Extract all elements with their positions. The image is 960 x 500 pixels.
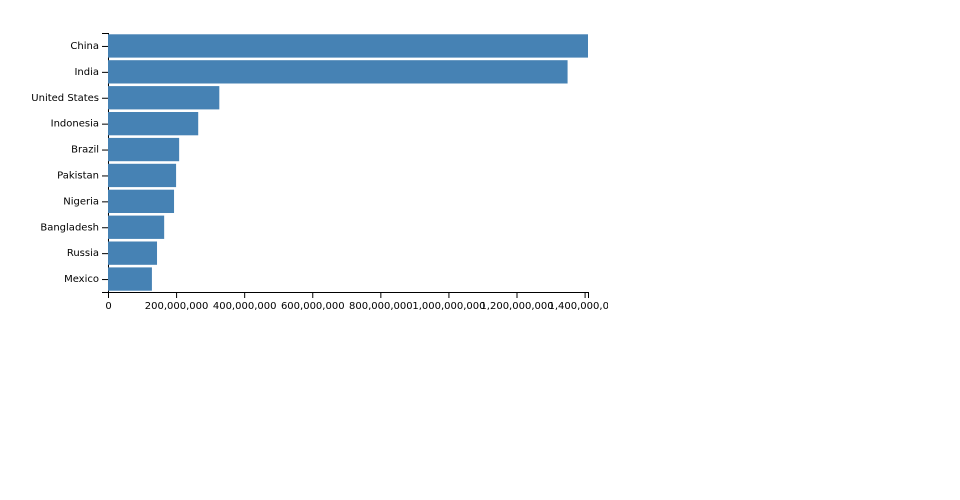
y-tick-label: Brazil bbox=[71, 145, 99, 156]
y-tick-label: Nigeria bbox=[63, 196, 99, 207]
bar bbox=[108, 34, 588, 58]
bar bbox=[108, 137, 180, 162]
y-tick-label: United States bbox=[31, 93, 99, 104]
x-axis-line bbox=[108, 292, 589, 298]
x-tick-label: 600,000,000 bbox=[281, 301, 345, 312]
y-tick-label: China bbox=[70, 41, 99, 52]
y-tick-label: Mexico bbox=[64, 274, 99, 285]
y-tick-label: Bangladesh bbox=[40, 222, 99, 233]
bar bbox=[108, 111, 199, 136]
y-tick-label: Russia bbox=[67, 248, 99, 259]
x-tick-label: 1,000,000,000 bbox=[412, 301, 485, 312]
x-tick-label: 400,000,000 bbox=[213, 301, 277, 312]
y-tick-label: India bbox=[74, 67, 99, 78]
y-axis-line bbox=[102, 33, 109, 293]
x-tick-label: 1,400,000,000 bbox=[549, 301, 608, 312]
bar bbox=[108, 86, 220, 110]
y-tick-label: Indonesia bbox=[51, 119, 99, 130]
bar bbox=[108, 241, 158, 265]
x-tick-label: 0 bbox=[105, 301, 111, 312]
x-tick-label: 200,000,000 bbox=[145, 301, 209, 312]
chart: 0 200,000,000 400,000,000 600,000,000 800,00… bbox=[31, 33, 608, 312]
bar bbox=[108, 189, 175, 214]
x-tick-label: 800,000,000 bbox=[349, 301, 413, 312]
bar bbox=[108, 267, 152, 291]
bar bbox=[108, 163, 177, 188]
bar bbox=[108, 215, 165, 239]
y-tick-label: Pakistan bbox=[57, 170, 99, 181]
bar bbox=[108, 60, 568, 84]
x-tick-label: 1,200,000,000 bbox=[480, 301, 553, 312]
